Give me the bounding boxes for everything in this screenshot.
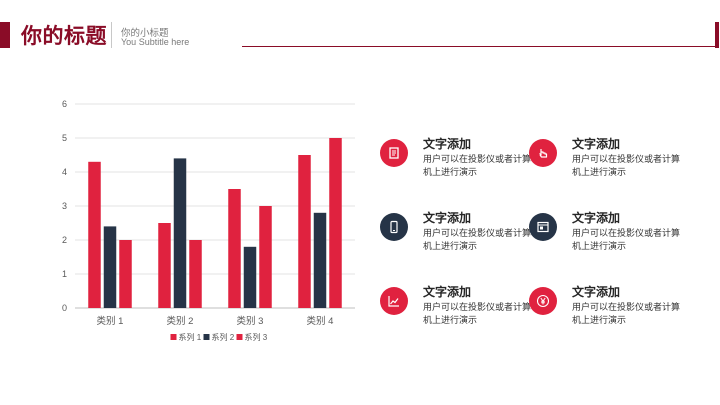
feature-title: 文字添加 [423, 211, 472, 225]
title-divider [111, 22, 112, 48]
y-tick-label: 3 [62, 201, 67, 211]
feature-description: 用户可以在投影仪或者计算机上进行演示 [572, 228, 681, 251]
document-icon [389, 147, 399, 159]
feature-description: 用户可以在投影仪或者计算机上进行演示 [423, 228, 532, 251]
bar [103, 226, 117, 308]
browser-icon [537, 221, 549, 233]
page-title: 你的标题 [21, 25, 107, 48]
feature-item-5: 文字添加 用户可以在投影仪或者计算机上进行演示 [380, 285, 532, 336]
feature-title: 文字添加 [423, 137, 472, 151]
feature-item-4: 文字添加 用户可以在投影仪或者计算机上进行演示 [529, 211, 681, 262]
feature-item-1: 文字添加 用户可以在投影仪或者计算机上进行演示 [380, 137, 532, 188]
bar [173, 158, 187, 308]
page-subtitle-english: You Subtitle here [121, 37, 190, 47]
y-tick-label: 1 [62, 269, 67, 279]
header-rule [242, 46, 716, 47]
bar [298, 155, 311, 308]
legend-label: 系列 2 [212, 332, 235, 342]
feature-description: 用户可以在投影仪或者计算机上进行演示 [572, 154, 681, 177]
bar [259, 206, 272, 308]
yen-icon [536, 294, 550, 308]
feature-title: 文字添加 [572, 137, 621, 151]
legend-label: 系列 3 [245, 332, 268, 342]
y-tick-label: 2 [62, 235, 67, 245]
x-tick-label: 类别 2 [167, 315, 194, 327]
phone-icon [390, 220, 398, 234]
bar [243, 246, 257, 308]
x-tick-label: 类别 3 [237, 315, 264, 327]
feature-title: 文字添加 [423, 285, 472, 299]
bar [313, 212, 327, 308]
chart-line-icon [388, 296, 399, 307]
legend-swatch [203, 334, 210, 340]
feature-item-3: 文字添加 用户可以在投影仪或者计算机上进行演示 [380, 211, 532, 262]
legend-swatch [170, 334, 177, 340]
feature-icon-circle [380, 213, 408, 241]
feature-description: 用户可以在投影仪或者计算机上进行演示 [423, 154, 532, 177]
feature-icon-circle [529, 213, 557, 241]
y-tick-label: 0 [62, 303, 67, 313]
y-tick-label: 4 [62, 167, 67, 177]
feature-description: 用户可以在投影仪或者计算机上进行演示 [423, 302, 532, 325]
bar [228, 189, 241, 308]
bar [329, 138, 342, 308]
bar [119, 240, 132, 308]
title-accent-bar [0, 22, 10, 48]
x-tick-label: 类别 1 [97, 315, 124, 327]
bar [158, 223, 171, 308]
feature-item-6: 文字添加 用户可以在投影仪或者计算机上进行演示 [529, 285, 681, 336]
y-tick-label: 6 [62, 99, 67, 109]
feature-icon-circle [529, 287, 557, 315]
bar-chart: 0 1 2 3 4 5 6 类别 1 类别 2 类别 3 类别 4 系列 1 系列 2 系列 3 [62, 99, 355, 342]
feature-title: 文字添加 [572, 211, 621, 225]
bar [88, 161, 101, 308]
legend-label: 系列 1 [179, 332, 202, 342]
y-tick-label: 5 [62, 133, 67, 143]
feature-description: 用户可以在投影仪或者计算机上进行演示 [572, 302, 681, 325]
feature-icon-circle [380, 287, 408, 315]
touch-icon [539, 149, 548, 158]
page-subtitle: 你的小标题 [121, 28, 169, 39]
header-rule-endcap [715, 22, 719, 48]
x-tick-label: 类别 4 [307, 315, 334, 327]
feature-item-2: 文字添加 用户可以在投影仪或者计算机上进行演示 [529, 137, 681, 188]
bar [189, 240, 202, 308]
feature-title: 文字添加 [572, 285, 621, 299]
feature-icon-circle [380, 139, 408, 167]
feature-icon-circle [529, 139, 557, 167]
legend-swatch [236, 334, 243, 340]
